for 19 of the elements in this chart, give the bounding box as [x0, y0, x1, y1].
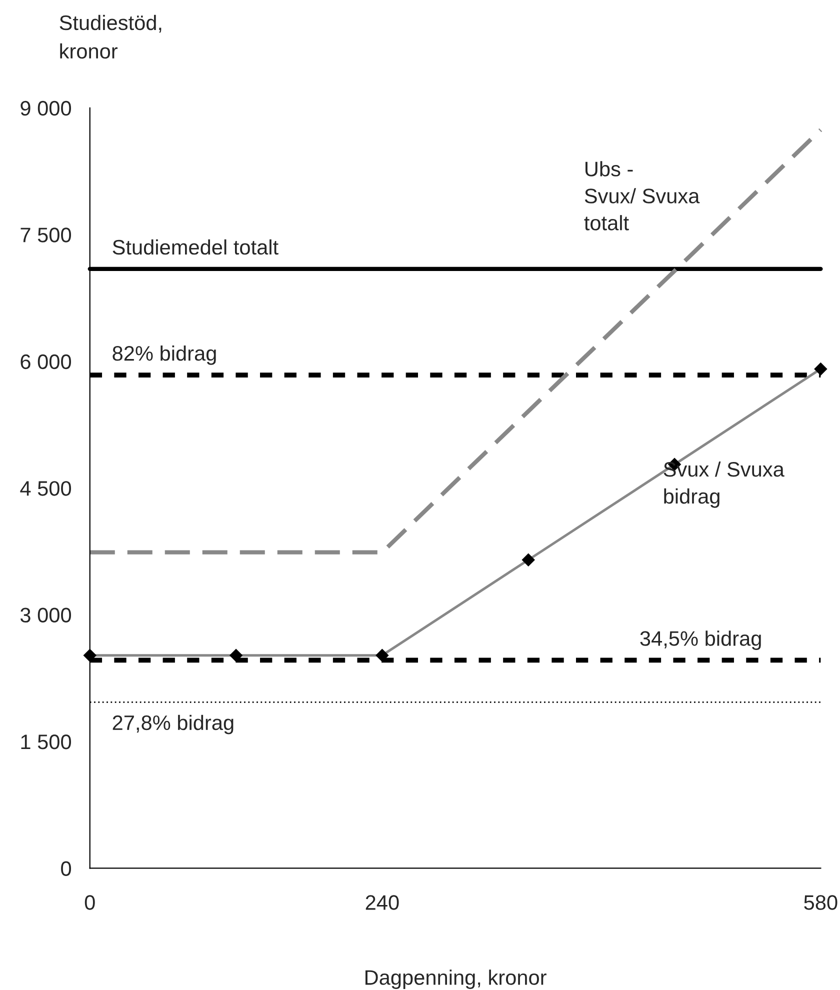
ref-line-label: 82% bidrag — [112, 345, 216, 365]
y-tick-label: 0 — [61, 861, 72, 876]
y-tick-label: 9 000 — [20, 100, 72, 116]
y-tick-label: 7 500 — [20, 228, 72, 242]
line-series — [88, 128, 823, 554]
y-tick-label: 1 500 — [21, 734, 72, 750]
series-label: Ubs - Svux/ Svuxa totalt — [584, 161, 700, 230]
ref-line-label: Studiemedel totalt — [112, 239, 278, 255]
ref-line-label: 27,8% bidrag — [112, 714, 234, 734]
series-label: Svux / Svuxa bidrag — [664, 461, 784, 508]
y-axis-title: Studiestöd, kronor — [60, 14, 162, 59]
x-tick-label: 0 — [84, 895, 95, 910]
ref-line-label: 34,5% bidrag — [640, 630, 761, 650]
x-axis-title: Dagpenning, kronor — [366, 970, 546, 990]
x-tick-label: 580 — [804, 895, 838, 910]
y-tick-label: 3 000 — [20, 608, 72, 623]
y-tick-label: 6 000 — [20, 354, 72, 370]
x-tick-label: 240 — [366, 895, 399, 910]
y-tick-label: 4 500 — [20, 481, 72, 496]
